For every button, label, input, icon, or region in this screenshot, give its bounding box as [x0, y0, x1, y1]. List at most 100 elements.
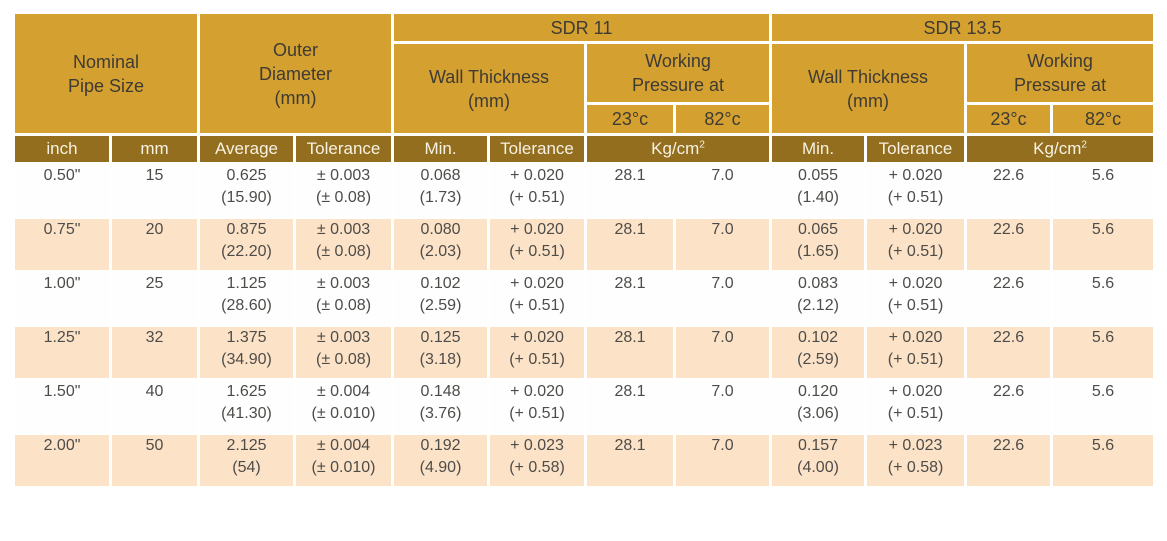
cell-value: 7.0 [711, 329, 734, 346]
cell-od-tolerance: ± 0.003 (± 0.08) [296, 219, 392, 270]
cell-sdr11-pressure-82: 7.0 [676, 327, 770, 378]
table-row: 0.50" 15 0.625 (15.90) ± 0.003 (± 0.08) 0.… [15, 165, 1154, 216]
header-od-line1: Outer [273, 39, 319, 60]
cell-value: (± 0.08) [316, 243, 372, 260]
cell-value: (54) [232, 459, 261, 476]
cell-value: + 0.020 [510, 383, 564, 400]
cell-value: (+ 0.51) [509, 189, 565, 206]
cell-value: + 0.020 [510, 329, 564, 346]
pipe-spec-table: Nominal Pipe Size Outer Diameter (mm) SD… [12, 11, 1156, 489]
cell-value: + 0.020 [510, 275, 564, 292]
cell-value: 22.6 [992, 437, 1025, 454]
header-sdr135-temp-23: 23°c [967, 105, 1051, 133]
cell-sdr11-tolerance: + 0.020 (+ 0.51) [490, 327, 585, 378]
cell-sdr135-tolerance: + 0.020 (+ 0.51) [867, 273, 965, 324]
cell-value: (2.59) [419, 297, 462, 314]
cell-value: 1.00" [43, 275, 81, 292]
header-nominal-line2: Pipe Size [67, 75, 145, 96]
table-body: 0.50" 15 0.625 (15.90) ± 0.003 (± 0.08) 0.… [15, 165, 1154, 486]
cell-od-tolerance: ± 0.004 (± 0.010) [296, 381, 392, 432]
cell-value: (3.76) [419, 405, 462, 422]
cell-value: (+ 0.51) [887, 189, 944, 206]
table-row: 1.25" 32 1.375 (34.90) ± 0.003 (± 0.08) 0.… [15, 327, 1154, 378]
cell-od-average: 1.375 (34.90) [200, 327, 294, 378]
cell-sdr135-pressure-23: 22.6 [967, 165, 1051, 216]
cell-od-tolerance: ± 0.003 (± 0.08) [296, 165, 392, 216]
cell-sdr11-min: 0.148 (3.76) [394, 381, 488, 432]
cell-nominal-mm: 50 [112, 435, 198, 486]
cell-value: 0.125 [420, 329, 461, 346]
cell-value: (1.65) [797, 243, 839, 260]
cell-value: 28.1 [614, 221, 646, 238]
cell-value: 22.6 [992, 167, 1025, 184]
cell-value: 22.6 [992, 221, 1025, 238]
header-sdr135-wall-thickness: Wall Thickness (mm) [772, 44, 965, 133]
cell-sdr135-pressure-82: 5.6 [1053, 219, 1154, 270]
cell-sdr11-tolerance: + 0.020 (+ 0.51) [490, 219, 585, 270]
cell-sdr135-pressure-23: 22.6 [967, 381, 1051, 432]
cell-value: 7.0 [711, 221, 734, 238]
header-sdr11-working-pressure: Working Pressure at [587, 44, 770, 102]
cell-value: 0.055 [798, 167, 839, 184]
cell-value: + 0.020 [888, 329, 943, 346]
cell-value: 1.625 [226, 383, 267, 400]
header-od-line3: (mm) [274, 87, 317, 108]
cell-value: 28.1 [614, 275, 646, 292]
cell-value: 0.080 [420, 221, 461, 238]
cell-sdr11-pressure-23: 28.1 [587, 327, 674, 378]
cell-nominal-inch: 1.00" [15, 273, 109, 324]
subheader-sdr11-tolerance: Tolerance [490, 136, 585, 162]
working-pressure-line2: Pressure at [1014, 75, 1107, 95]
cell-sdr11-pressure-82: 7.0 [676, 165, 770, 216]
cell-value: 0.102 [798, 329, 839, 346]
cell-value: (4.00) [797, 459, 839, 476]
cell-value: (3.18) [419, 351, 462, 368]
cell-sdr135-pressure-82: 5.6 [1053, 435, 1154, 486]
cell-od-average: 2.125 (54) [200, 435, 294, 486]
cell-value: 22.6 [992, 383, 1025, 400]
cell-sdr11-pressure-82: 7.0 [676, 273, 770, 324]
subheader-sdr135-tolerance: Tolerance [867, 136, 965, 162]
cell-nominal-inch: 0.50" [15, 165, 109, 216]
cell-od-average: 1.125 (28.60) [200, 273, 294, 324]
cell-value: 0.065 [798, 221, 839, 238]
cell-sdr135-tolerance: + 0.023 (+ 0.58) [867, 435, 965, 486]
cell-value: (1.73) [419, 189, 462, 206]
subheader-sdr11-min: Min. [394, 136, 488, 162]
cell-nominal-inch: 2.00" [15, 435, 109, 486]
cell-value: 5.6 [1091, 275, 1115, 292]
cell-value: 0.102 [420, 275, 461, 292]
wall-thickness-line1: Wall Thickness [428, 66, 550, 87]
cell-value: (22.20) [221, 243, 272, 260]
cell-value: (2.03) [419, 243, 462, 260]
cell-value: 2.00" [43, 437, 81, 454]
header-sdr11-wall-thickness: Wall Thickness (mm) [394, 44, 585, 133]
cell-sdr135-pressure-82: 5.6 [1053, 381, 1154, 432]
cell-value: 0.875 [226, 221, 267, 238]
cell-sdr11-pressure-82: 7.0 [676, 219, 770, 270]
cell-value: 7.0 [711, 167, 734, 184]
cell-value: 7.0 [711, 437, 734, 454]
cell-value: (+ 0.51) [887, 405, 944, 422]
header-sdr135: SDR 13.5 [772, 14, 1154, 41]
table-row: 1.00" 25 1.125 (28.60) ± 0.003 (± 0.08) 0.… [15, 273, 1154, 324]
cell-sdr11-pressure-82: 7.0 [676, 381, 770, 432]
cell-value: 5.6 [1091, 383, 1115, 400]
cell-value: (28.60) [221, 297, 272, 314]
cell-sdr135-min: 0.120 (3.06) [772, 381, 865, 432]
cell-sdr135-tolerance: + 0.020 (+ 0.51) [867, 219, 965, 270]
cell-sdr11-tolerance: + 0.020 (+ 0.51) [490, 165, 585, 216]
cell-value: + 0.023 [888, 437, 943, 454]
cell-value: 25 [145, 275, 164, 292]
cell-nominal-mm: 25 [112, 273, 198, 324]
cell-od-tolerance: ± 0.003 (± 0.08) [296, 273, 392, 324]
wall-thickness-line2: (mm) [847, 90, 890, 111]
cell-value: ± 0.003 [316, 167, 371, 184]
cell-nominal-mm: 40 [112, 381, 198, 432]
header-sdr135-temp-82: 82°c [1053, 105, 1154, 133]
cell-sdr135-tolerance: + 0.020 (+ 0.51) [867, 327, 965, 378]
cell-value: 0.157 [798, 437, 839, 454]
cell-value: 0.75" [43, 221, 81, 238]
cell-value: (± 0.010) [311, 405, 376, 422]
